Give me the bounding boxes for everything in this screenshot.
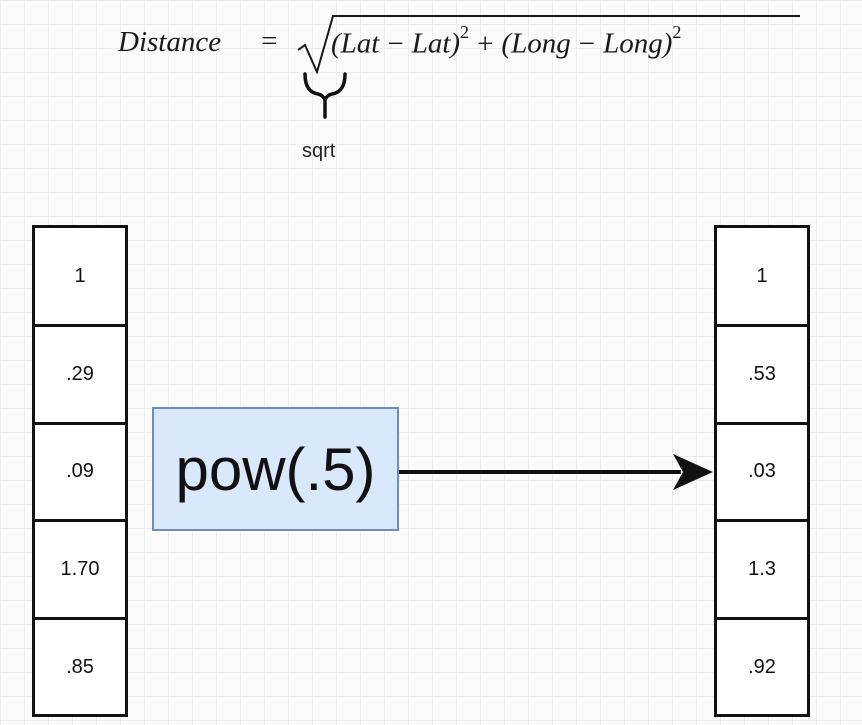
pow-function-box: pow(.5) [152, 407, 399, 531]
output-cell: .53 [717, 324, 807, 422]
term-long-close: Long) [603, 27, 673, 60]
minus-sign: − [387, 27, 404, 60]
output-cell: .92 [717, 616, 807, 715]
sqrt-label: sqrt [302, 140, 336, 162]
minus-sign-2: − [578, 27, 596, 60]
formula-lhs: Distance [118, 26, 222, 58]
formula-equals: = [261, 25, 278, 57]
input-cell: .09 [35, 421, 125, 520]
term-long-open: (Long [501, 27, 571, 60]
input-array: 1 .29 .09 1.70 .85 [32, 225, 128, 718]
input-cell: 1.70 [35, 519, 125, 617]
term-lat-open: (Lat [331, 27, 380, 60]
exponent-1: 2 [460, 22, 470, 42]
distance-formula: Distance = (Lat − Lat)2 + (Long − Long)2 [118, 14, 818, 74]
plus-sign: + [477, 27, 494, 60]
radical-sign [297, 15, 800, 74]
exponent-2: 2 [672, 22, 682, 42]
input-cell: .85 [35, 616, 125, 715]
input-cell: .29 [35, 324, 125, 422]
curly-brace-icon [303, 72, 347, 119]
output-cell: 1 [756, 264, 768, 287]
arrow-right-icon [399, 454, 713, 490]
output-array: 1 .53 .03 1.3 .92 [714, 225, 810, 718]
output-cell: .03 [717, 421, 807, 520]
input-cell: 1 [74, 264, 86, 287]
output-cell: 1.3 [717, 519, 807, 617]
formula-radicand: (Lat − Lat)2 + (Long − Long)2 [331, 22, 681, 61]
term-lat-close: Lat) [411, 27, 461, 60]
